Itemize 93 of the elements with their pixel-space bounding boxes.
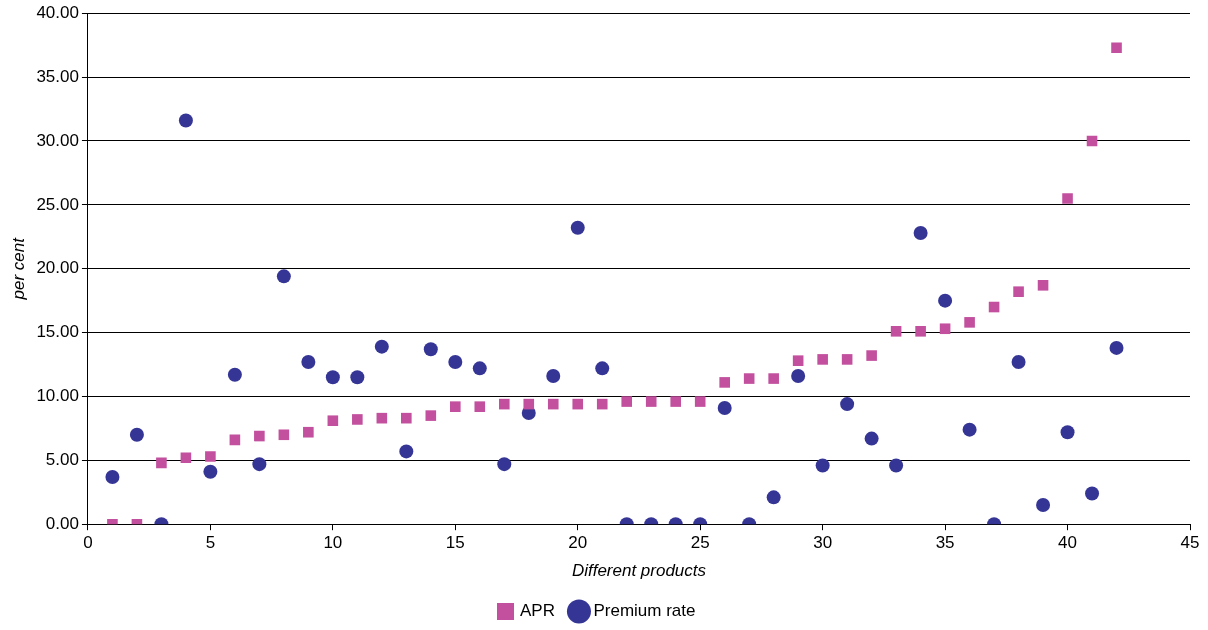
point	[374, 339, 389, 354]
x-tick-label: 10	[323, 533, 343, 553]
point	[915, 325, 926, 337]
point	[866, 350, 877, 361]
point	[645, 396, 657, 407]
point	[498, 398, 510, 410]
point	[768, 373, 779, 384]
point	[350, 370, 365, 385]
point	[596, 398, 608, 410]
y-tick-label: 20.00	[36, 258, 79, 278]
y-tick-label: 40.00	[36, 2, 79, 22]
y-tick-label: 0.00	[45, 513, 79, 533]
point	[180, 452, 192, 464]
x-tick-label: 20	[568, 533, 588, 553]
point	[890, 325, 902, 337]
point	[913, 225, 928, 240]
point	[1111, 42, 1122, 53]
point	[840, 397, 855, 412]
point	[717, 400, 732, 415]
point	[547, 398, 559, 410]
x-tick-label: 15	[445, 533, 465, 553]
point	[472, 361, 487, 376]
legend-label: APR	[520, 601, 555, 621]
point	[1036, 498, 1051, 513]
point	[276, 269, 291, 284]
point	[327, 415, 339, 427]
point	[864, 431, 879, 446]
point	[425, 410, 437, 421]
point	[1062, 193, 1073, 204]
point	[938, 293, 953, 308]
point	[523, 398, 535, 410]
y-tick-label: 15.00	[36, 322, 79, 342]
point	[546, 369, 561, 384]
point	[156, 457, 167, 469]
x-tick-label: 45	[1180, 533, 1200, 553]
x-axis-title: Different products	[571, 560, 707, 580]
point	[1011, 354, 1026, 369]
point	[572, 398, 584, 410]
point	[743, 373, 755, 384]
x-tick-label: 30	[813, 533, 833, 553]
point	[939, 323, 951, 335]
legend-label: Premium rate	[593, 601, 696, 621]
x-tick-label: 35	[935, 533, 955, 553]
point	[474, 401, 486, 412]
point	[448, 354, 463, 369]
point	[205, 451, 216, 462]
point	[815, 458, 830, 473]
point	[254, 430, 265, 442]
point	[401, 412, 412, 424]
point	[497, 457, 512, 472]
point	[766, 490, 781, 505]
point	[792, 355, 804, 366]
point	[252, 457, 267, 472]
y-axis-title: per cent	[8, 236, 28, 301]
point	[889, 458, 904, 473]
point	[1013, 286, 1024, 297]
y-tick-label: 5.00	[45, 450, 79, 470]
point	[423, 342, 438, 357]
point	[352, 414, 363, 425]
point	[719, 377, 730, 388]
point	[325, 370, 340, 385]
point	[303, 426, 314, 438]
point	[964, 317, 975, 328]
point	[595, 361, 610, 376]
point	[1085, 486, 1100, 501]
point	[570, 220, 585, 235]
x-tick-label: 40	[1058, 533, 1078, 553]
y-tick-label: 25.00	[36, 194, 79, 214]
point	[105, 469, 120, 484]
point	[962, 422, 977, 437]
point	[178, 113, 193, 128]
point	[301, 354, 316, 369]
x-tick-label: 25	[690, 533, 710, 553]
point	[227, 367, 242, 382]
point	[449, 401, 461, 412]
point	[841, 354, 853, 365]
y-tick-label: 10.00	[36, 386, 79, 406]
point	[670, 396, 682, 407]
point	[1037, 280, 1049, 291]
point	[694, 396, 706, 407]
point	[1060, 425, 1075, 440]
point	[817, 354, 828, 365]
point	[621, 396, 633, 407]
point	[791, 369, 806, 384]
x-tick-label: 5	[205, 533, 216, 553]
point	[278, 429, 290, 441]
point	[203, 464, 218, 479]
y-tick-label: 30.00	[36, 130, 79, 150]
x-tick-label: 0	[83, 533, 93, 553]
point	[399, 444, 414, 459]
point	[1109, 340, 1124, 355]
point	[129, 427, 144, 442]
y-tick-label: 35.00	[36, 66, 79, 86]
